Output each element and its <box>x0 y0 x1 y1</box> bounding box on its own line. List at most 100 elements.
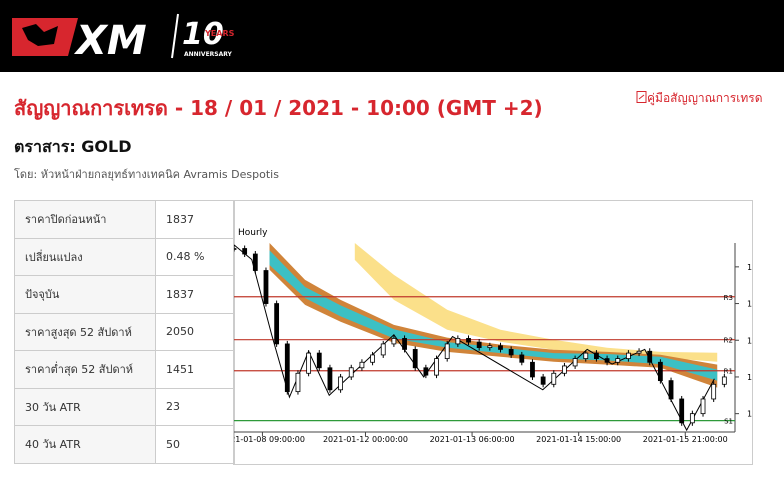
candle <box>370 354 375 363</box>
candle <box>466 338 471 343</box>
candle <box>572 358 578 367</box>
candle <box>284 343 290 393</box>
stat-label: ปัจจุบัน <box>14 275 156 314</box>
stat-value: 23 <box>155 387 235 426</box>
candle <box>306 352 312 374</box>
x-tick-label: 2021-01-12 00:00:00 <box>323 435 408 444</box>
candle <box>274 303 280 345</box>
table-row: ราคาปิดก่อนหน้า 1837 <box>14 200 235 239</box>
candle <box>562 365 567 374</box>
candle <box>583 352 589 360</box>
candle <box>412 349 418 369</box>
header: XM 10 YEARS ANNIVERSARY <box>0 0 784 72</box>
x-tick-label: 2021-01-13 06:00:00 <box>430 435 515 444</box>
candle <box>423 367 429 376</box>
candle <box>519 354 525 363</box>
candle <box>604 358 610 363</box>
anniversary-word: ANNIVERSARY <box>184 51 233 58</box>
logo-bull <box>22 24 58 46</box>
x-tick-label: 2021-01-14 15:00:00 <box>536 435 621 444</box>
logo-text: XM <box>73 18 147 64</box>
level-label: R1 <box>724 368 733 376</box>
stat-value: 1451 <box>155 350 235 389</box>
stat-value: 1837 <box>155 275 235 314</box>
candle <box>668 380 674 400</box>
level-label: S1 <box>724 418 733 426</box>
candle <box>689 413 695 424</box>
stat-label: 30 วัน ATR <box>14 387 156 426</box>
stat-value: 1837 <box>155 200 235 239</box>
chart-subtitle: Hourly <box>238 228 268 238</box>
stat-label: 40 วัน ATR <box>14 425 156 464</box>
candle <box>594 352 599 360</box>
y-tick-label: 1880 <box>747 300 752 309</box>
author: โดย: หัวหน้าฝ่ายกลยุทธ์ทางเทคนิค Avramis… <box>14 168 279 181</box>
candle <box>338 376 343 391</box>
candle <box>540 376 546 385</box>
candle <box>647 350 653 363</box>
candle <box>391 338 397 345</box>
candle <box>327 367 333 391</box>
anniversary-years: YEARS <box>204 29 235 38</box>
candle <box>263 270 269 304</box>
candle <box>700 398 706 415</box>
candle <box>551 372 557 385</box>
stat-label: เปลี่ยนแปลง <box>14 237 156 276</box>
zigzag-line <box>233 244 715 432</box>
candle <box>359 361 365 369</box>
guide-text[interactable]: คู่มือสัญญาณการเทรด <box>647 91 763 105</box>
candle <box>444 343 450 360</box>
stat-value: 50 <box>155 425 235 464</box>
instrument: ตราสาร: GOLD <box>14 137 132 156</box>
candle <box>380 343 386 356</box>
x-tick-label: 2021-01-08 09:00:00 <box>234 435 305 444</box>
candle <box>498 345 503 350</box>
table-row: ราคาต่ำสุด 52 สัปดาห์ 1451 <box>14 350 235 389</box>
table-row: 30 วัน ATR 23 <box>14 387 235 426</box>
candle <box>626 352 631 360</box>
table-row: ปัจจุบัน 1837 <box>14 275 235 314</box>
pdf-icon <box>636 91 647 103</box>
logo-divider <box>171 13 179 59</box>
candle <box>455 338 461 345</box>
candle <box>252 253 258 271</box>
logo[interactable]: XM 10 YEARS ANNIVERSARY <box>0 0 260 72</box>
guide-link[interactable]: คู่มือสัญญาณการเทรด <box>636 89 763 108</box>
band <box>354 243 718 362</box>
candle <box>434 358 439 376</box>
anniversary-number: 10 <box>182 17 224 52</box>
candle <box>615 358 621 363</box>
candle <box>348 367 354 378</box>
level-label: R2 <box>724 337 733 345</box>
candle <box>295 372 301 393</box>
chart: Hourly 1820 1840 1860 1880 1900 2021-01-08 09… <box>220 228 767 444</box>
candle <box>679 398 685 424</box>
candle <box>657 361 663 382</box>
candle <box>508 349 514 356</box>
candle <box>316 352 322 369</box>
candle <box>530 361 535 378</box>
chart-box: Hourly 1820 1840 1860 1880 1900 2021-01-08 09… <box>220 200 767 465</box>
candle <box>402 338 407 350</box>
stat-value: 2050 <box>155 312 235 351</box>
stat-label: ราคาปิดก่อนหน้า <box>14 200 156 239</box>
candle <box>636 350 642 354</box>
candle <box>242 248 248 255</box>
stat-label: ราคาสูงสุด 52 สัปดาห์ <box>14 312 156 351</box>
candle <box>487 345 493 348</box>
table-row: เปลี่ยนแปลง 0.48 % <box>14 237 235 276</box>
candle <box>476 341 482 348</box>
page-title: สัญญาณการเทรด - 18 / 01 / 2021 - 10:00 (… <box>14 96 543 120</box>
candle <box>721 376 727 385</box>
y-tick-label: 1900 <box>747 263 752 272</box>
band <box>269 243 718 388</box>
stat-value: 0.48 % <box>155 237 235 276</box>
x-tick-label: 2021-01-15 21:00:00 <box>643 435 728 444</box>
y-tick-label: 1840 <box>747 373 752 382</box>
candle <box>231 248 237 250</box>
stat-label: ราคาต่ำสุด 52 สัปดาห์ <box>14 350 156 389</box>
table-row: ราคาสูงสุด 52 สัปดาห์ 2050 <box>14 312 235 351</box>
table-row: 40 วัน ATR 50 <box>14 425 235 464</box>
stats-table: ราคาปิดก่อนหน้า 1837 เปลี่ยนแปลง 0.48 % ปัจจ… <box>14 200 235 464</box>
